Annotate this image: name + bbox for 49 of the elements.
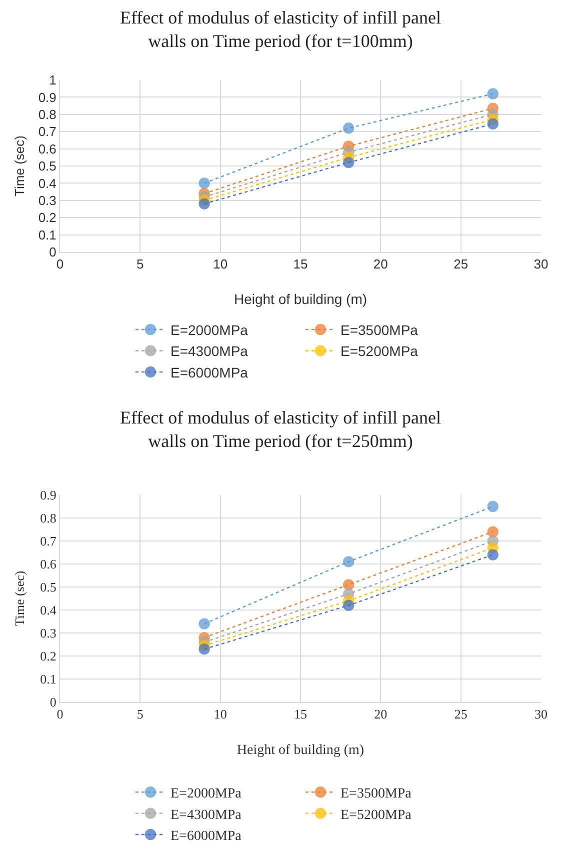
y-tick-label: 0.3 [38,192,56,208]
x-tick-label: 15 [294,706,307,722]
y-tick-label: 0.6 [38,141,56,156]
y-axis-title: Time (sec) [12,136,27,196]
y-tick-label: 0 [49,244,56,260]
legend-label: E=5200MPa [340,343,418,360]
chart-title: Effect of modulus of elasticity of infill panel walls on Time period (for t=100mm) [120,7,442,51]
x-axis-title: Height of building (m) [234,291,368,307]
y-tick-label: 0.9 [40,488,56,503]
legend-label: E=4300MPa [170,808,242,823]
x-tick-label: 10 [213,256,228,272]
y-tick-label: 0.1 [40,672,56,687]
x-tick-label: 5 [136,706,144,722]
y-tick-label: 0.4 [40,602,57,618]
y-tick-label: 0.8 [40,510,56,526]
legend-label: E=3500MPa [340,322,418,338]
legend-label: E=6000MPa [170,364,248,380]
legend-label: E=4300MPa [170,343,248,360]
y-tick-label: 0.2 [40,648,56,664]
legend-label: E=6000MPa [170,828,242,844]
y-axis-title: Time (sec) [12,570,27,626]
x-tick-label: 30 [534,256,548,272]
x-tick-label: 25 [454,256,468,272]
x-tick-label: 10 [214,706,227,722]
x-tick-label: 20 [374,706,388,722]
legend-label: E=2000MPa [170,322,248,338]
y-tick-label: 0 [50,694,56,710]
y-tick-label: 0.1 [38,227,56,242]
x-tick-label: 5 [136,256,144,272]
legend-label: E=3500MPa [340,786,412,802]
y-tick-label: 0.8 [38,106,56,122]
y-tick-label: 0.6 [40,556,57,572]
x-axis-title: Height of building (m) [236,743,364,758]
y-tick-label: 0.7 [38,124,56,140]
legend-label: E=2000MPa [170,786,242,802]
y-tick-label: 0.3 [40,626,56,641]
legend-label: E=5200MPa [340,808,412,823]
x-tick-label: 30 [534,706,548,722]
x-tick-label: 20 [373,256,388,272]
y-tick-label: 0.4 [38,176,56,191]
x-tick-label: 15 [293,256,308,272]
y-tick-label: 0.5 [38,158,56,174]
y-tick-label: 0.7 [40,534,57,549]
y-tick-label: 1 [49,72,56,88]
y-tick-label: 0.5 [40,580,56,595]
x-tick-label: 25 [454,706,468,722]
y-tick-label: 0.9 [38,90,56,105]
y-tick-label: 0.2 [38,210,56,226]
chart-title: Effect of modulus of elasticity of infill panel walls on Time period (for t=250mm) [120,407,442,451]
